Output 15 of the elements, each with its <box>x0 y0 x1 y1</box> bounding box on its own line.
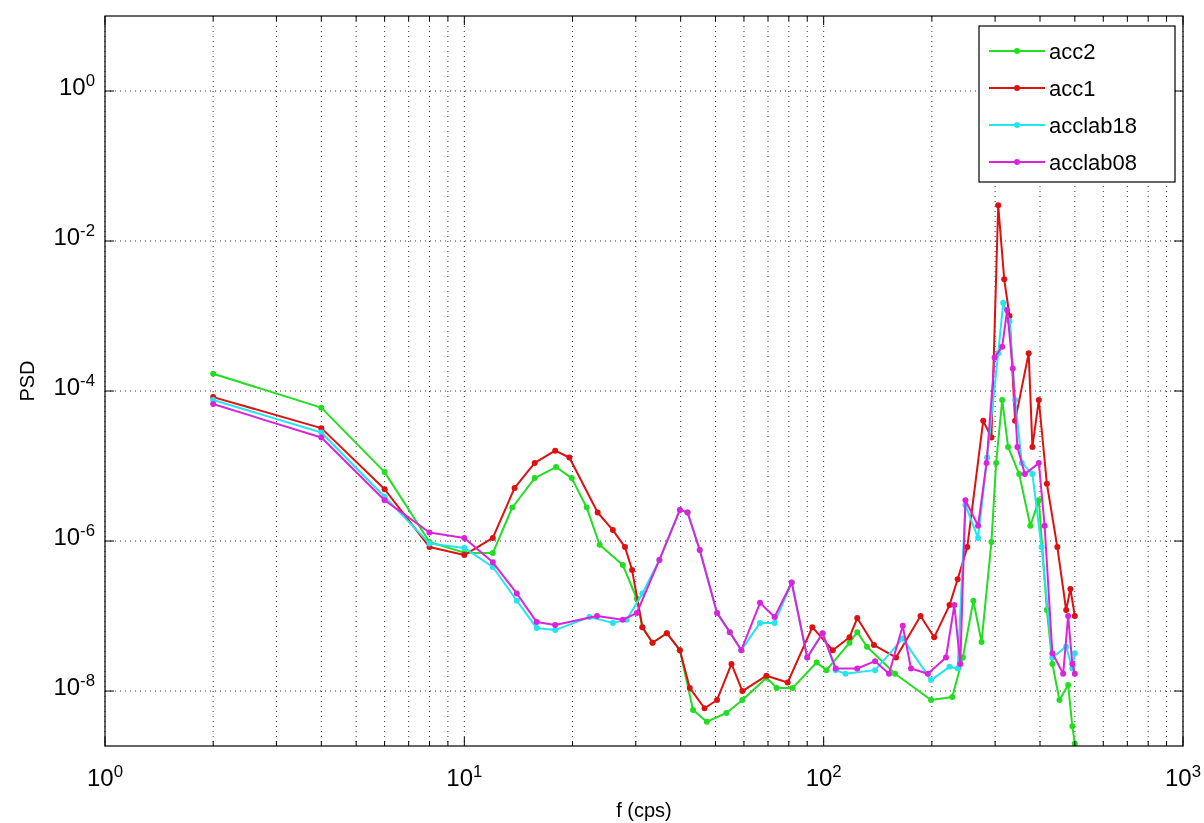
legend-label: acc1 <box>1049 76 1096 101</box>
x-tick-label: 10$^{0}$ <box>86 761 124 791</box>
y-tick-label: 10$^{-2}$ <box>53 220 95 251</box>
x-tick-label: 10$^{3}$ <box>1164 761 1202 791</box>
legend-label: acc2 <box>1049 39 1096 64</box>
y-tick-label: 10$^{-8}$ <box>53 670 95 701</box>
y-tick-label: 10$^{0}$ <box>58 70 95 100</box>
y-tick-label: 10$^{-4}$ <box>53 370 95 401</box>
y-tick-label: 10$^{-6}$ <box>53 520 95 551</box>
legend-label: acclab08 <box>1049 150 1138 175</box>
x-tick-label: 10$^{2}$ <box>805 761 842 791</box>
legend-label: acclab18 <box>1049 113 1138 138</box>
x-tick-label: 10$^{1}$ <box>446 761 483 791</box>
y-axis-title: PSD <box>16 360 38 402</box>
x-axis-title: f (cps) <box>616 799 672 821</box>
